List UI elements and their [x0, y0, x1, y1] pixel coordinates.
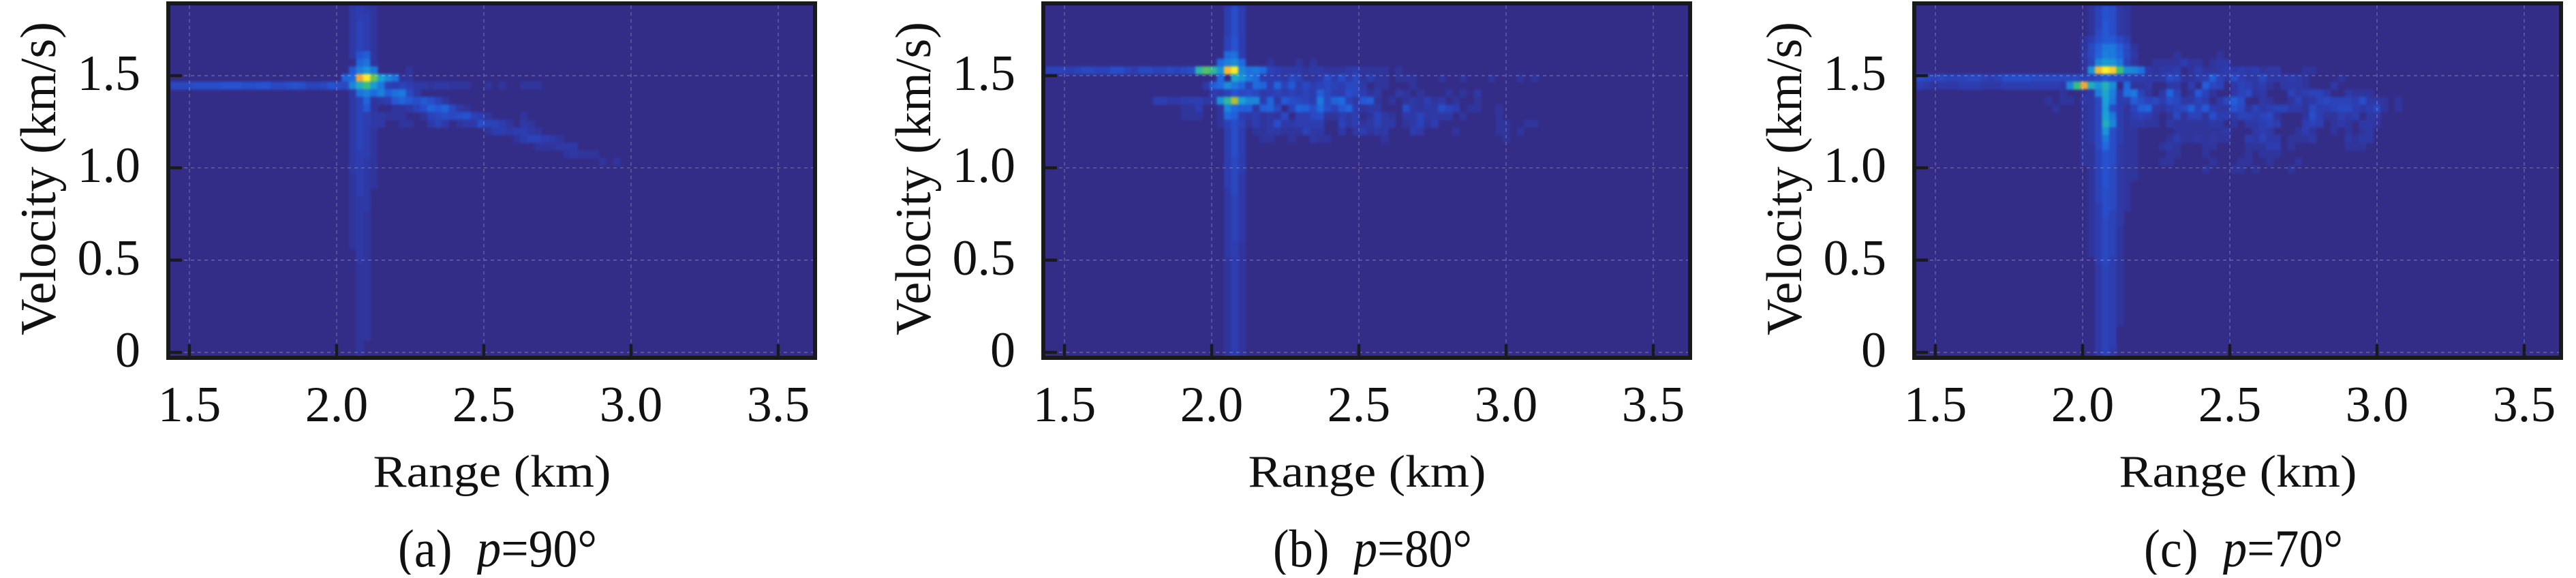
svg-text:1.5: 1.5 — [78, 46, 141, 102]
svg-text:1.5: 1.5 — [1824, 46, 1887, 102]
svg-text:Range (km): Range (km) — [2119, 446, 2357, 497]
svg-text:0.5: 0.5 — [78, 230, 141, 286]
svg-text:0: 0 — [1861, 322, 1886, 378]
svg-text:0: 0 — [990, 322, 1015, 378]
svg-text:Range (km): Range (km) — [373, 446, 611, 497]
svg-text:2.0: 2.0 — [2051, 377, 2115, 433]
svg-text:0: 0 — [115, 322, 140, 378]
svg-text:2.0: 2.0 — [305, 377, 369, 433]
svg-text:(a) p=90°: (a) p=90° — [398, 519, 597, 575]
svg-text:2.0: 2.0 — [1180, 377, 1244, 433]
svg-text:3.0: 3.0 — [2346, 377, 2409, 433]
svg-text:1.5: 1.5 — [158, 377, 221, 433]
svg-text:Velocity (km/s): Velocity (km/s) — [11, 22, 67, 335]
svg-text:1.0: 1.0 — [1824, 138, 1887, 194]
svg-text:1.5: 1.5 — [1033, 377, 1097, 433]
svg-text:2.5: 2.5 — [453, 377, 516, 433]
svg-text:0.5: 0.5 — [953, 230, 1016, 286]
svg-text:3.0: 3.0 — [1475, 377, 1538, 433]
svg-text:1.5: 1.5 — [1904, 377, 1967, 433]
svg-text:3.5: 3.5 — [1622, 377, 1685, 433]
svg-text:(b) p=80°: (b) p=80° — [1273, 519, 1472, 575]
svg-text:3.0: 3.0 — [600, 377, 663, 433]
svg-text:2.5: 2.5 — [2198, 377, 2262, 433]
svg-text:1.5: 1.5 — [953, 46, 1016, 102]
svg-text:Velocity (km/s): Velocity (km/s) — [886, 22, 942, 335]
svg-text:(c) p=70°: (c) p=70° — [2144, 519, 2343, 575]
svg-text:1.0: 1.0 — [953, 138, 1016, 194]
svg-text:3.5: 3.5 — [2493, 377, 2556, 433]
svg-text:Velocity (km/s): Velocity (km/s) — [1757, 22, 1813, 335]
svg-text:1.0: 1.0 — [78, 138, 141, 194]
svg-text:2.5: 2.5 — [1328, 377, 1391, 433]
svg-text:Range (km): Range (km) — [1248, 446, 1486, 497]
svg-text:0.5: 0.5 — [1824, 230, 1887, 286]
svg-text:3.5: 3.5 — [747, 377, 810, 433]
